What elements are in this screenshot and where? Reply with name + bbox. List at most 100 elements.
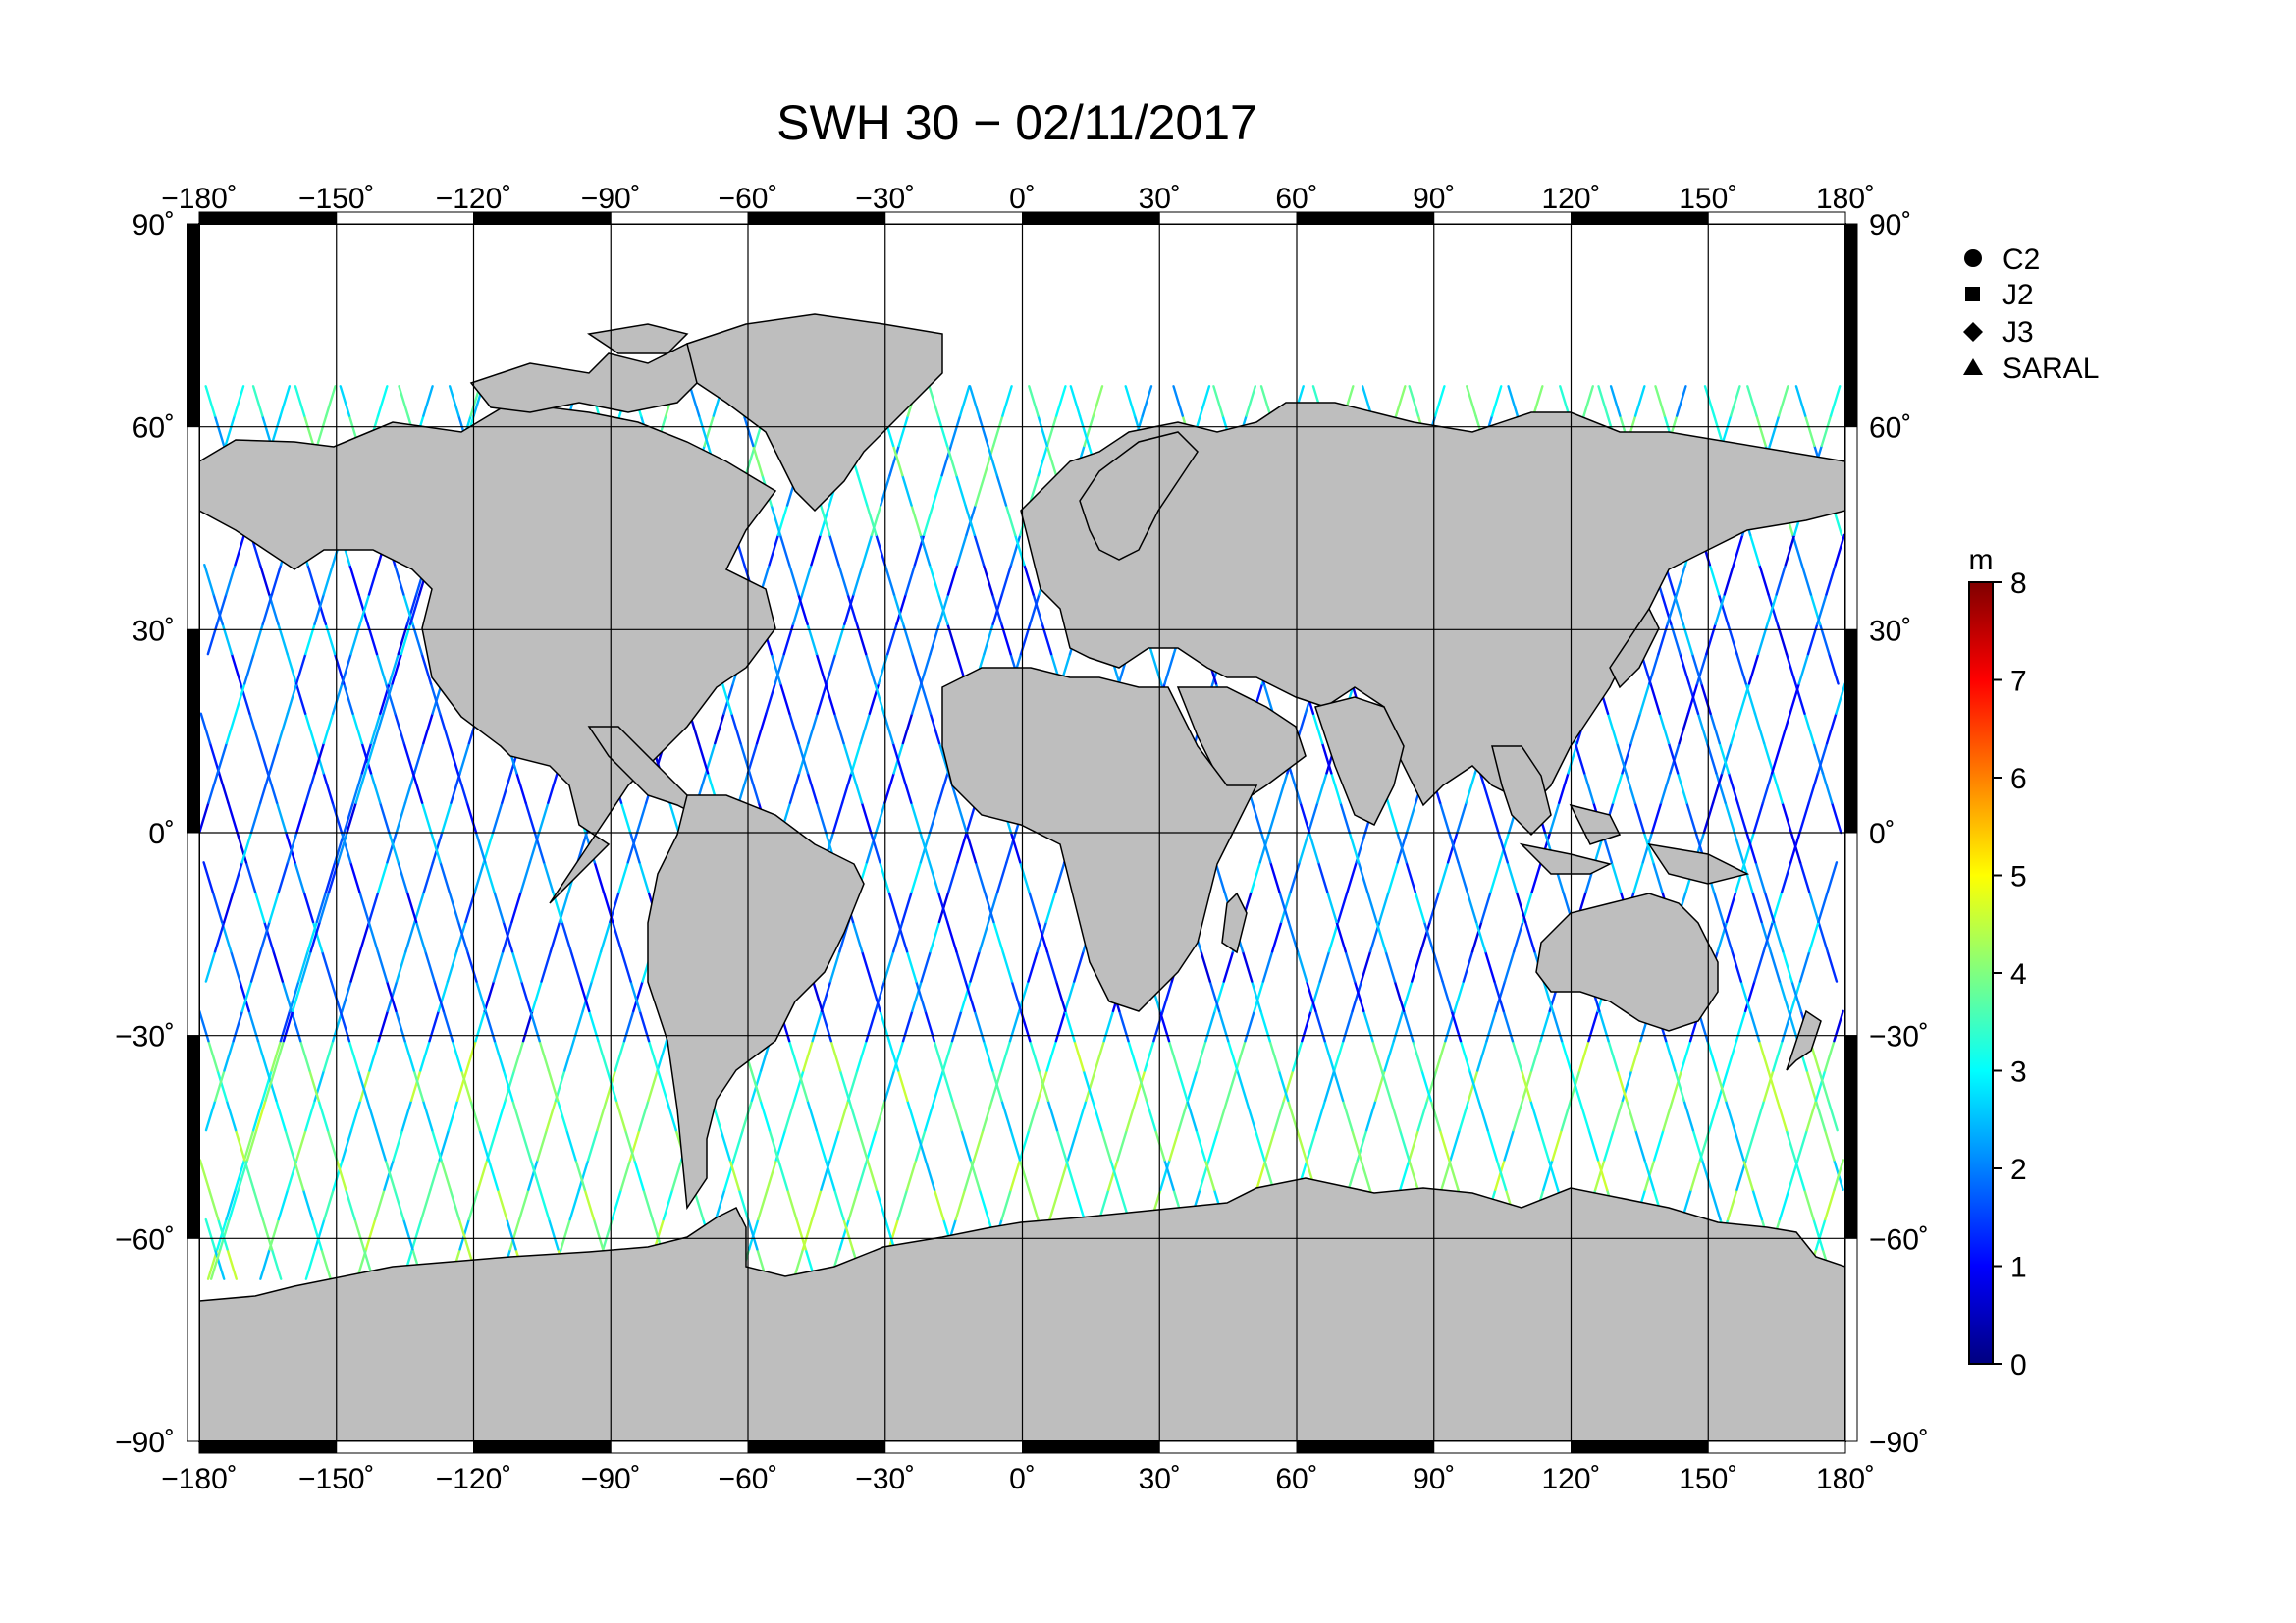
track-segment <box>1643 1159 1655 1191</box>
track-segment <box>1459 1039 1471 1072</box>
track-segment <box>1044 891 1057 924</box>
track-segment <box>875 1099 886 1132</box>
track-segment <box>202 861 215 893</box>
track-segment <box>531 980 543 1013</box>
track-segment <box>253 891 266 924</box>
track-segment <box>294 682 307 715</box>
track-segment <box>209 1248 222 1280</box>
track-segment <box>1662 1099 1674 1132</box>
track-segment <box>295 801 307 835</box>
track-segment <box>910 861 923 893</box>
track-segment <box>1269 861 1281 893</box>
track-segment <box>1560 1039 1573 1072</box>
track-segment <box>1346 861 1358 893</box>
track-segment <box>1360 1159 1371 1191</box>
track-segment <box>402 741 415 775</box>
track-segment <box>1387 861 1399 893</box>
track-segment <box>1470 920 1483 953</box>
track-segment <box>741 1099 754 1132</box>
track-segment <box>1029 593 1041 626</box>
track-segment <box>810 533 822 567</box>
track-segment <box>1124 385 1137 417</box>
track-segment <box>1817 891 1829 924</box>
track-segment <box>874 682 885 715</box>
track-segment <box>264 1069 276 1103</box>
track-segment <box>1408 385 1420 417</box>
y-tick-label: 60˚ <box>133 412 175 445</box>
y-tick-label: −60˚ <box>1869 1223 1929 1256</box>
track-segment <box>259 1248 271 1280</box>
track-segment <box>1456 801 1468 835</box>
track-segment <box>1748 533 1761 567</box>
track-segment <box>318 891 331 924</box>
frame-bar-bottom <box>473 1440 612 1454</box>
track-segment <box>1642 831 1655 864</box>
track-segment <box>439 861 451 893</box>
track-segment <box>991 1069 1003 1103</box>
track-segment <box>204 1099 217 1132</box>
track-segment <box>1738 682 1751 715</box>
track-segment <box>950 1099 963 1132</box>
track-segment <box>199 801 210 835</box>
track-segment <box>405 593 418 626</box>
track-segment <box>1462 950 1474 983</box>
track-segment <box>364 1217 377 1251</box>
track-segment <box>1746 385 1758 417</box>
frame-bar-bottom <box>1022 1440 1160 1454</box>
track-segment <box>1542 980 1555 1013</box>
track-segment <box>1177 1099 1190 1132</box>
track-segment <box>337 831 348 864</box>
track-segment <box>1691 1128 1704 1162</box>
track-segment <box>346 801 357 835</box>
track-segment <box>1710 1188 1722 1221</box>
track-segment <box>768 1128 780 1162</box>
track-segment <box>1739 980 1752 1013</box>
frame-bar-bottom <box>747 1440 886 1454</box>
track-segment <box>257 741 270 775</box>
track-segment <box>475 980 487 1013</box>
track-segment <box>291 980 303 1013</box>
track-segment <box>1116 1128 1128 1162</box>
track-segment <box>956 801 968 835</box>
track-segment <box>1578 1099 1590 1132</box>
track-segment <box>536 1128 548 1162</box>
track-segment <box>856 474 869 507</box>
track-segment <box>964 504 976 537</box>
track-segment <box>920 950 932 983</box>
track-segment <box>1658 712 1671 745</box>
track-segment <box>820 980 832 1013</box>
track-segment <box>1109 1159 1121 1191</box>
track-segment <box>1741 861 1754 893</box>
track-segment <box>864 652 877 685</box>
frame-bar-bottom <box>1158 1440 1298 1454</box>
track-segment <box>905 1159 918 1191</box>
x-tick-label: −150˚ <box>298 1463 375 1495</box>
track-segment <box>887 891 900 924</box>
track-segment <box>353 1217 365 1251</box>
track-segment <box>1448 1159 1460 1191</box>
track-segment <box>1286 1099 1299 1132</box>
x-tick-label: 120˚ <box>1541 183 1600 215</box>
track-segment <box>1398 1128 1411 1162</box>
map-area <box>198 223 1846 1442</box>
track-segment <box>629 831 641 864</box>
track-segment <box>866 1159 879 1191</box>
track-segment <box>358 891 370 924</box>
track-segment <box>223 1039 235 1072</box>
track-segment <box>1432 950 1444 983</box>
track-segment <box>1000 1099 1012 1132</box>
track-segment <box>304 1099 316 1132</box>
track-segment <box>279 385 292 417</box>
track-segment <box>847 1099 860 1132</box>
track-segment <box>448 891 460 924</box>
x-tick-label: 30˚ <box>1139 183 1181 215</box>
frame-bar-right <box>1844 628 1858 834</box>
track-segment <box>1703 385 1716 417</box>
track-segment <box>1143 1039 1155 1072</box>
track-segment <box>978 920 990 953</box>
track-segment <box>1735 861 1746 893</box>
track-segment <box>256 1039 269 1072</box>
track-segment <box>1018 1128 1031 1162</box>
track-segment <box>351 772 364 804</box>
track-segment <box>1023 564 1035 596</box>
